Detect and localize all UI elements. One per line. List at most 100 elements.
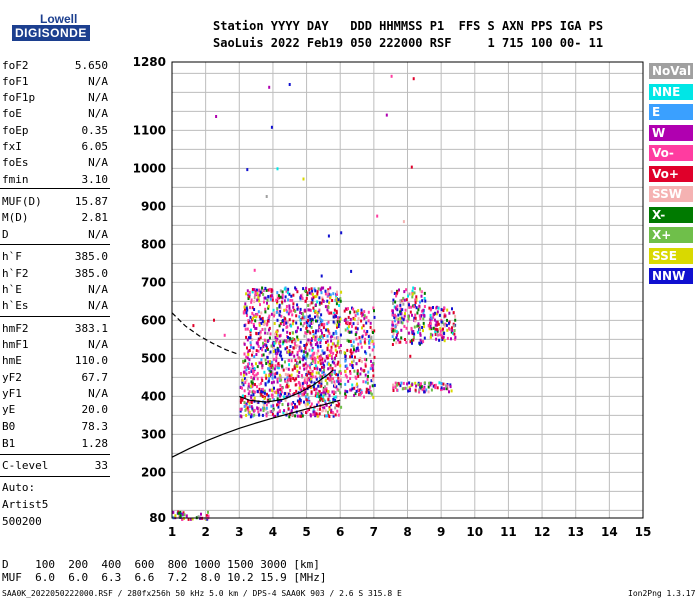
echo-point [327, 343, 330, 347]
echo-point [430, 306, 433, 310]
echo-point [326, 376, 329, 380]
echo-point [262, 406, 264, 410]
echo-point [359, 393, 362, 397]
echo-point [279, 379, 281, 382]
echo-point [271, 363, 274, 367]
footer-file-info: SAA0K_2022050222000.RSF / 280fx256h 50 k… [2, 589, 402, 598]
echo-point [287, 336, 289, 339]
echo-point [278, 305, 281, 309]
echo-point [408, 386, 411, 390]
echo-point [400, 316, 403, 320]
echo-point [346, 321, 349, 325]
echo-point [328, 407, 331, 411]
echo-point [309, 405, 312, 409]
echo-point [321, 296, 324, 300]
echo-point [349, 317, 352, 321]
echo-point [354, 314, 357, 318]
echo-point [349, 355, 352, 359]
echo-point [349, 372, 352, 375]
echo-point [241, 380, 244, 384]
plot-frame [171, 61, 644, 519]
echo-point [401, 321, 404, 325]
echo-point [286, 291, 289, 295]
echo-point [278, 313, 281, 317]
echo-point [253, 377, 256, 381]
echo-point [283, 322, 286, 326]
echo-point [402, 302, 405, 306]
echo-point [293, 341, 296, 345]
echo-point [311, 337, 313, 340]
echo-point [351, 306, 353, 310]
echo-point [244, 308, 246, 312]
echo-point [286, 338, 289, 342]
echo-point [371, 384, 374, 388]
echo-point [350, 344, 353, 347]
echo-point [332, 390, 335, 394]
echo-point [422, 329, 424, 333]
echo-point [322, 335, 324, 339]
echo-point [363, 314, 366, 318]
echo-point [372, 306, 375, 310]
echo-point [294, 403, 296, 407]
param-value: 20.0 [81, 403, 109, 416]
echo-point [286, 376, 289, 380]
echo-point [320, 379, 323, 383]
echo-point [245, 335, 248, 339]
echo-point [325, 355, 328, 358]
header-line-1: Station YYYY DAY DDD HHMMSS P1 FFS S AXN… [213, 19, 604, 33]
echo-point [258, 323, 261, 327]
echo-point [329, 335, 332, 339]
echo-point [429, 308, 432, 312]
echo-point [351, 324, 353, 328]
echo-point [243, 404, 246, 408]
echo-point [423, 297, 426, 300]
echo-point [408, 381, 411, 385]
echo-point [266, 346, 268, 350]
echo-point [329, 351, 332, 355]
echo-point [296, 405, 298, 409]
echo-point [415, 298, 418, 302]
echo-point [247, 349, 250, 353]
echo-point [424, 299, 427, 303]
echo-point [317, 400, 320, 404]
echo-point [305, 343, 308, 347]
echo-point [337, 404, 340, 408]
echo-point [357, 342, 360, 346]
echo-point [285, 321, 288, 325]
echo-point [274, 349, 277, 353]
echo-point [308, 314, 311, 318]
echo-point [277, 348, 280, 352]
echo-point [292, 377, 295, 380]
echo-point [258, 321, 261, 325]
echo-point [269, 410, 272, 414]
echo-point [333, 380, 336, 384]
echo-point [364, 362, 367, 366]
echo-point [239, 414, 242, 418]
echo-point [276, 397, 279, 401]
echo-point [286, 330, 289, 334]
echo-point [272, 350, 275, 353]
echo-point [267, 304, 270, 308]
echo-point [320, 313, 323, 317]
echo-point [329, 366, 332, 370]
echo-point [289, 379, 292, 383]
echo-point [316, 408, 319, 412]
echo-point [399, 307, 402, 311]
echo-point [336, 362, 339, 366]
echo-point [354, 326, 357, 330]
param-value: N/A [88, 91, 108, 104]
echo-point [400, 381, 403, 385]
echo-point [278, 400, 281, 404]
echo-point [288, 310, 291, 314]
echo-point [179, 514, 182, 518]
echo-point [373, 355, 376, 359]
echo-point [264, 349, 267, 353]
echo-point [435, 337, 438, 341]
echo-point [206, 517, 209, 521]
echo-point [269, 373, 272, 376]
echo-point [423, 314, 426, 317]
echo-point [364, 332, 367, 336]
echo-point [269, 332, 272, 336]
echo-point [313, 287, 316, 291]
echo-point [420, 290, 423, 294]
